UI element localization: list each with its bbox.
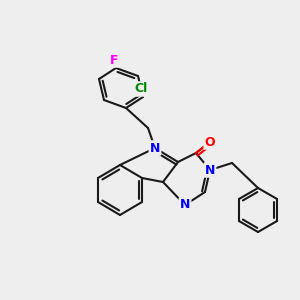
Text: N: N (150, 142, 160, 154)
Text: O: O (205, 136, 215, 148)
Text: N: N (205, 164, 215, 176)
Text: F: F (110, 53, 118, 67)
Text: Cl: Cl (134, 82, 148, 95)
Text: N: N (180, 199, 190, 212)
